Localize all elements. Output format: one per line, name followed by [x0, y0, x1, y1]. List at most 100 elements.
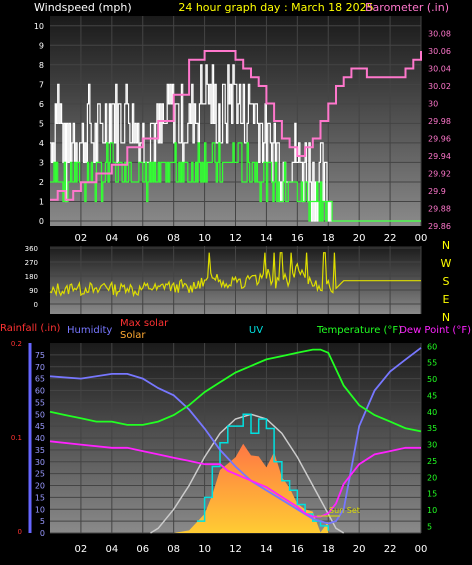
humidity-y-tick: 5 — [40, 517, 45, 526]
barometer-axis-label: Barometer (.in) — [365, 1, 449, 14]
direction-y-tick: 180 — [25, 273, 38, 281]
climate-x-tick: 02 — [75, 544, 88, 555]
rainfall-y-tick: 0.2 — [11, 340, 22, 348]
humidity-axis-label: Humidity — [67, 325, 112, 336]
barometer-y-tick: 29.92 — [428, 170, 451, 179]
barometer-y-tick: 30.02 — [428, 82, 451, 91]
direction-y-tick: 0 — [34, 301, 38, 309]
climate-x-tick: 18 — [322, 544, 335, 555]
direction-label-n-bottom: N — [442, 311, 450, 324]
barometer-y-tick: 29.94 — [428, 152, 451, 161]
graph-title: 24 hour graph day : March 18 2025 — [178, 1, 373, 14]
climate-x-tick: 10 — [198, 544, 211, 555]
wind-y-tick: 2 — [39, 178, 44, 187]
wind-y-tick: 0 — [39, 217, 44, 226]
climate-x-tick: 06 — [136, 544, 149, 555]
humidity-y-tick: 10 — [35, 505, 45, 514]
temperature-y-tick: 25 — [427, 457, 437, 466]
windspeed-gust-line — [50, 64, 421, 222]
barometer-y-tick: 30.04 — [428, 65, 451, 74]
wind-x-tick: 00 — [415, 233, 428, 244]
wind-x-tick: 10 — [198, 233, 211, 244]
temperature-y-tick: 35 — [427, 424, 437, 433]
direction-y-tick: 270 — [25, 259, 38, 267]
barometer-line — [50, 50, 422, 201]
barometer-y-tick: 30 — [428, 100, 438, 109]
solar-label: Solar — [120, 330, 146, 341]
climate-x-tick: 14 — [260, 544, 273, 555]
temperature-line — [49, 348, 422, 433]
direction-label-s: S — [443, 275, 450, 288]
humidity-y-tick: 40 — [35, 434, 45, 443]
humidity-y-tick: 15 — [35, 493, 45, 502]
wind-y-tick: 1 — [39, 197, 44, 206]
temperature-y-tick: 45 — [427, 391, 437, 400]
barometer-y-tick: 29.96 — [428, 135, 451, 144]
barometer-y-tick: 29.88 — [428, 205, 451, 214]
temperature-y-tick: 30 — [427, 441, 437, 450]
wind-x-tick: 14 — [260, 233, 273, 244]
direction-label-e: E — [443, 293, 450, 306]
barometer-y-tick: 30.06 — [428, 47, 451, 56]
humidity-y-tick: 35 — [35, 446, 45, 455]
climate-x-tick: 08 — [167, 544, 180, 555]
temperature-y-tick: 20 — [427, 473, 437, 482]
humidity-y-tick: 30 — [35, 458, 45, 467]
windspeed-axis-label: Windspeed (mph) — [34, 1, 132, 14]
wind-x-tick: 08 — [167, 233, 180, 244]
temperature-y-tick: 60 — [427, 342, 437, 351]
rainfall-y-tick: 0.1 — [11, 434, 22, 442]
barometer-y-tick: 29.9 — [428, 187, 446, 196]
tick-labels: 01234567891029.8629.8829.929.9229.9429.9… — [11, 22, 451, 555]
wind-x-tick: 02 — [75, 233, 88, 244]
wind-x-tick: 16 — [291, 233, 304, 244]
direction-y-tick: 360 — [25, 245, 38, 253]
temperature-y-tick: 15 — [427, 490, 437, 499]
barometer-y-tick: 29.86 — [428, 222, 451, 231]
wind-y-tick: 8 — [39, 61, 44, 70]
barometer-y-tick: 29.98 — [428, 117, 451, 126]
humidity-y-tick: 50 — [35, 410, 45, 419]
wind-y-tick: 4 — [39, 139, 44, 148]
windspeed-average-line — [50, 142, 421, 222]
wind-direction-line — [49, 252, 421, 298]
wind-x-tick: 12 — [229, 233, 242, 244]
rainfall-y-tick: 0 — [18, 528, 22, 536]
direction-label-n-top: N — [442, 239, 450, 252]
dew-point-line — [49, 440, 421, 518]
wind-x-tick: 04 — [105, 233, 118, 244]
uv-label: UV — [249, 325, 263, 336]
climate-x-tick: 12 — [229, 544, 242, 555]
humidity-line — [49, 347, 422, 525]
chart-marks — [28, 50, 422, 534]
humidity-y-tick: 75 — [35, 351, 45, 360]
solar-area — [173, 443, 329, 533]
direction-label-w: W — [441, 257, 452, 270]
climate-x-tick: 04 — [105, 544, 118, 555]
temperature-y-tick: 50 — [427, 375, 437, 384]
wind-x-tick: 06 — [136, 233, 149, 244]
temperature-axis-label: Temperature (°F) — [316, 325, 402, 336]
wind-y-tick: 7 — [39, 80, 44, 89]
wind-x-tick: 22 — [384, 233, 397, 244]
wind-y-tick: 9 — [39, 41, 44, 50]
barometer-y-tick: 30.08 — [428, 30, 451, 39]
wind-y-tick: 5 — [39, 119, 44, 128]
climate-x-tick: 20 — [353, 544, 366, 555]
climate-x-tick: 16 — [291, 544, 304, 555]
wind-x-tick: 18 — [322, 233, 335, 244]
temperature-y-tick: 40 — [427, 408, 437, 417]
temperature-y-tick: 5 — [427, 522, 432, 531]
humidity-y-tick: 25 — [35, 470, 45, 479]
climate-x-tick: 00 — [415, 544, 428, 555]
rainfall-axis-label: Rainfall (.in) — [0, 323, 61, 334]
humidity-y-tick: 70 — [35, 363, 45, 372]
direction-y-tick: 90 — [29, 287, 38, 295]
max-solar-label: Max solar — [120, 318, 169, 329]
dew-point-axis-label: Dew Point (°F) — [399, 325, 471, 336]
humidity-y-tick: 55 — [35, 398, 45, 407]
humidity-y-tick: 45 — [35, 422, 45, 431]
humidity-y-tick: 65 — [35, 375, 45, 384]
